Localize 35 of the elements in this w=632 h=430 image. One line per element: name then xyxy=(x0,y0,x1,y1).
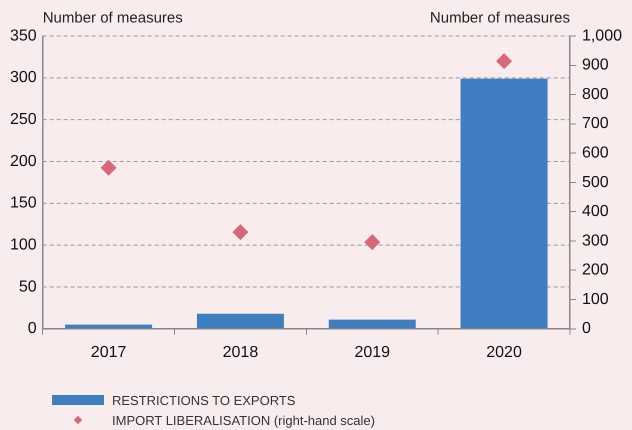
y2-tick-label: 1,000 xyxy=(582,27,622,44)
x-tick-label: 2020 xyxy=(486,344,522,361)
y-tick-label: 100 xyxy=(10,236,37,254)
point xyxy=(364,234,380,250)
y2-tick-label: 900 xyxy=(582,56,609,74)
y2-tick-label: 100 xyxy=(582,290,609,308)
y2-tick-label: 600 xyxy=(582,144,609,162)
point xyxy=(496,53,512,70)
y-tick-label: 250 xyxy=(10,111,37,128)
y2-tick-label: 0 xyxy=(582,320,591,338)
y-tick-label: 200 xyxy=(10,152,37,170)
legend-label: IMPORT LIBERALISATION (right-hand scale) xyxy=(112,412,375,428)
point xyxy=(100,160,117,176)
y2-tick-label: 800 xyxy=(582,86,609,103)
x-tick-label: 2019 xyxy=(354,344,390,361)
bar xyxy=(460,78,548,328)
x-tick-label: 2017 xyxy=(90,344,126,361)
y-tick-label: 350 xyxy=(10,27,37,44)
legend-label: RESTRICTIONS TO EXPORTS xyxy=(112,392,296,408)
y2-tick-label: 500 xyxy=(582,174,609,191)
y-tick-label: 300 xyxy=(10,69,37,86)
y2-tick-label: 400 xyxy=(582,203,609,220)
y2-tick-label: 200 xyxy=(582,262,609,279)
y-tick-label: 50 xyxy=(18,278,37,296)
bar xyxy=(65,324,152,328)
point xyxy=(232,224,248,240)
y-axis-title: Number of measures xyxy=(42,10,183,27)
y2-axis-title: Number of measures xyxy=(430,10,570,27)
y-tick-label: 0 xyxy=(28,320,37,338)
y-tick-label: 150 xyxy=(10,194,37,212)
bar xyxy=(328,320,416,328)
bar xyxy=(196,314,284,328)
y2-tick-label: 700 xyxy=(582,115,609,132)
y2-tick-label: 300 xyxy=(582,232,609,250)
x-tick-label: 2018 xyxy=(222,344,258,361)
